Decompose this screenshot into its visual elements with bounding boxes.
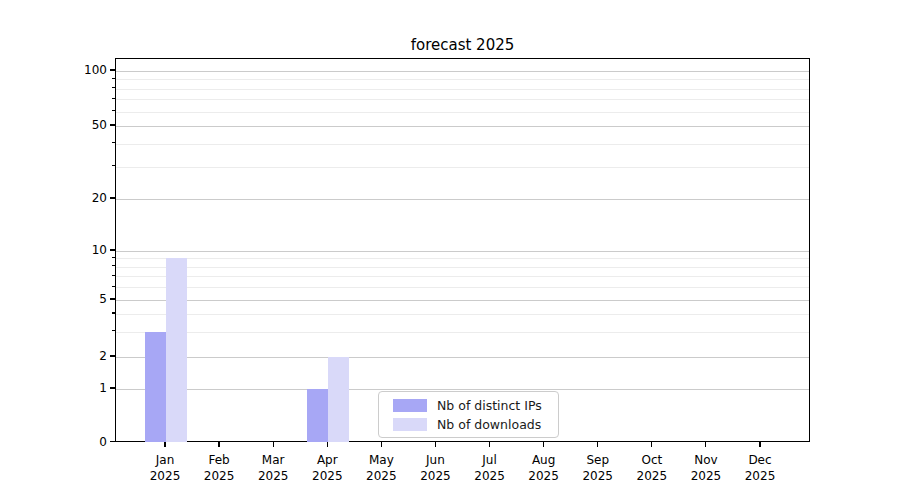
x-tick-label-oct: Oct2025 [637, 452, 668, 484]
y-minor-tick-mark [112, 275, 115, 276]
x-tick-label-sep: Sep2025 [582, 452, 613, 484]
y-tick-mark [110, 69, 115, 70]
y-tick-label-20: 20 [92, 191, 107, 205]
y-tick-label-1: 1 [99, 381, 107, 395]
x-tick-mark [759, 442, 760, 447]
y-minor-tick-mark [112, 165, 115, 166]
y-minor-tick-mark [112, 257, 115, 258]
legend-label-distinct-ips: Nb of distinct IPs [437, 398, 542, 413]
x-tick-mark [381, 442, 382, 447]
x-tick-label-nov: Nov2025 [691, 452, 722, 484]
x-tick-label-apr: Apr2025 [312, 452, 343, 484]
y-minor-tick-mark [112, 110, 115, 111]
x-tick-mark [435, 442, 436, 447]
y-tick-label-100: 100 [84, 63, 107, 77]
minor-gridline [116, 144, 809, 145]
y-tick-label-10: 10 [92, 243, 107, 257]
minor-gridline [116, 267, 809, 268]
x-tick-label-jan: Jan2025 [150, 452, 181, 484]
y-minor-tick-mark [112, 286, 115, 287]
x-tick-mark [597, 442, 598, 447]
legend-label-downloads: Nb of downloads [437, 417, 541, 432]
x-tick-label-feb: Feb2025 [204, 452, 235, 484]
minor-gridline [116, 79, 809, 80]
y-minor-tick-mark [112, 98, 115, 99]
minor-gridline [116, 287, 809, 288]
x-tick-mark [164, 442, 165, 447]
major-gridline [116, 251, 809, 252]
y-minor-tick-mark [112, 330, 115, 331]
minor-gridline [116, 332, 809, 333]
x-tick-mark [489, 442, 490, 447]
minor-gridline [116, 112, 809, 113]
x-tick-label-mar: Mar2025 [258, 452, 289, 484]
minor-gridline [116, 314, 809, 315]
major-gridline [116, 71, 809, 72]
minor-gridline [116, 99, 809, 100]
x-tick-label-jul: Jul2025 [474, 452, 505, 484]
bar-jan-distinct-ips [145, 332, 166, 442]
bar-apr-distinct-ips [307, 389, 328, 442]
minor-gridline [116, 89, 809, 90]
major-gridline [116, 357, 809, 358]
major-gridline [116, 300, 809, 301]
minor-gridline [116, 258, 809, 259]
plot-area [115, 58, 810, 442]
x-tick-mark [651, 442, 652, 447]
y-tick-mark [110, 441, 115, 442]
minor-gridline [116, 167, 809, 168]
x-tick-label-may: May2025 [366, 452, 397, 484]
figure: forecast 2025 0 1 2 5 10 20 50 100 Jan2025 Feb202… [0, 0, 900, 500]
y-tick-mark [110, 387, 115, 388]
x-tick-label-dec: Dec2025 [745, 452, 776, 484]
y-tick-label-50: 50 [92, 118, 107, 132]
x-tick-mark [327, 442, 328, 447]
y-minor-tick-mark [112, 142, 115, 143]
x-tick-label-aug: Aug2025 [528, 452, 559, 484]
y-tick-label-5: 5 [99, 292, 107, 306]
y-tick-mark [110, 124, 115, 125]
y-tick-mark [110, 249, 115, 250]
x-tick-label-jun: Jun2025 [420, 452, 451, 484]
y-minor-tick-mark [112, 312, 115, 313]
y-tick-label-2: 2 [99, 349, 107, 363]
y-tick-mark [110, 197, 115, 198]
minor-gridline [116, 276, 809, 277]
x-tick-mark [543, 442, 544, 447]
y-tick-label-0: 0 [99, 435, 107, 449]
major-gridline [116, 126, 809, 127]
x-tick-mark [273, 442, 274, 447]
x-tick-mark [705, 442, 706, 447]
legend-item-distinct-ips: Nb of distinct IPs [393, 397, 550, 413]
y-minor-tick-mark [112, 78, 115, 79]
chart-title: forecast 2025 [115, 36, 810, 54]
y-tick-mark [110, 298, 115, 299]
major-gridline [116, 199, 809, 200]
major-gridline [116, 389, 809, 390]
legend-item-downloads: Nb of downloads [393, 416, 550, 432]
legend-swatch-distinct-ips [393, 399, 427, 412]
bar-apr-downloads [328, 357, 349, 442]
y-minor-tick-mark [112, 87, 115, 88]
y-tick-mark [110, 355, 115, 356]
legend-swatch-downloads [393, 418, 427, 431]
x-tick-mark [218, 442, 219, 447]
legend: Nb of distinct IPs Nb of downloads [378, 391, 559, 438]
bar-jan-downloads [166, 258, 187, 442]
y-minor-tick-mark [112, 265, 115, 266]
